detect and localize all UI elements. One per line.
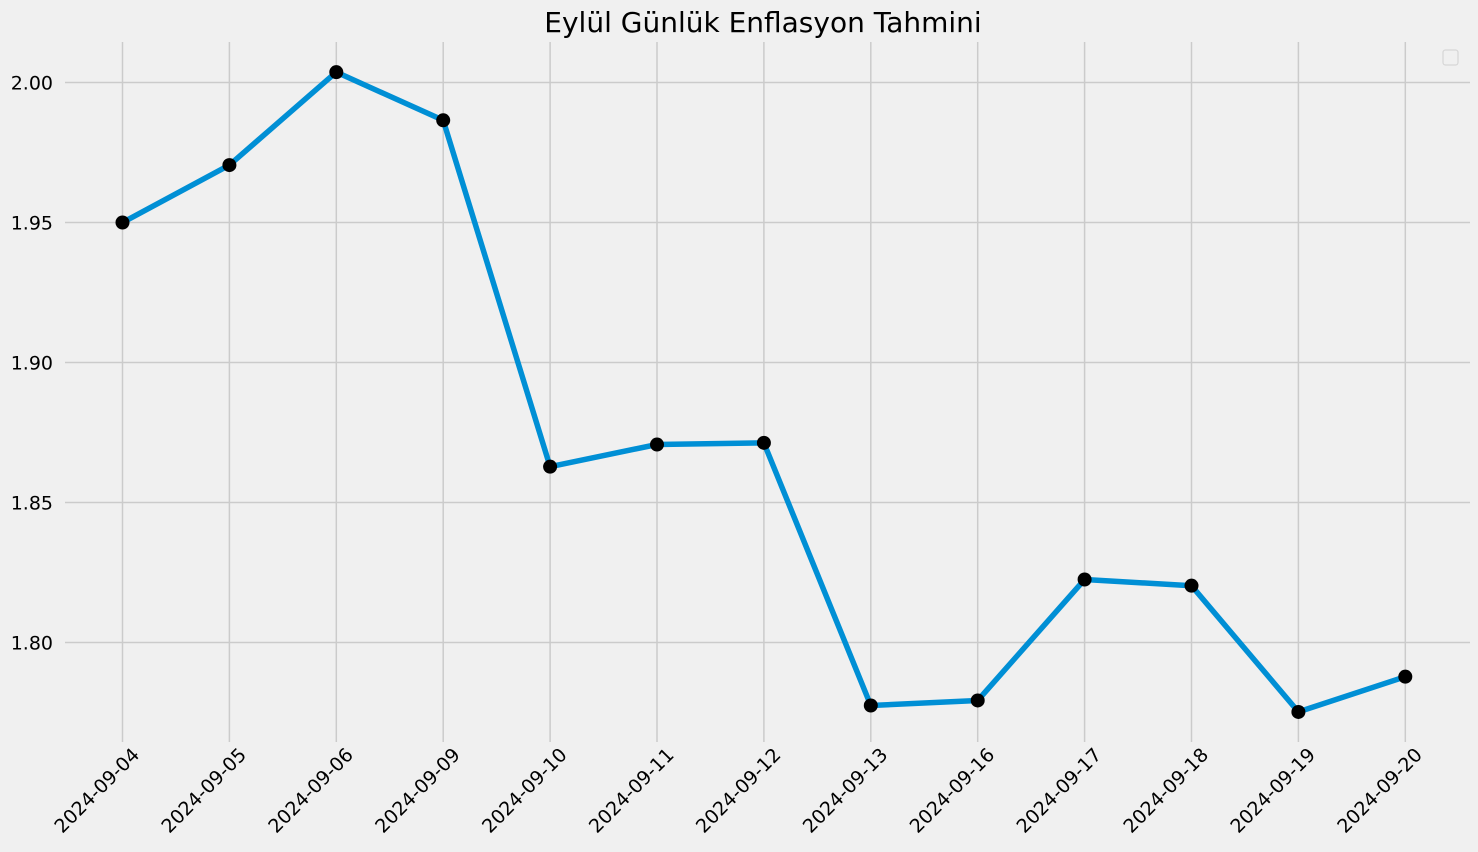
data-point-marker [1398, 669, 1413, 684]
y-tick-label: 1.90 [11, 353, 53, 375]
data-point-marker [756, 435, 771, 450]
y-tick-label: 1.85 [11, 493, 53, 515]
data-point-marker [543, 459, 558, 474]
data-point-marker [329, 65, 344, 80]
y-tick-label: 1.95 [11, 213, 53, 235]
y-tick-label: 2.00 [11, 73, 53, 95]
data-point-marker [863, 698, 878, 713]
markers-layer [115, 65, 1413, 719]
data-point-marker [436, 113, 451, 128]
y-tick-label: 1.80 [11, 633, 53, 655]
data-point-marker [970, 693, 985, 708]
data-point-marker [115, 215, 130, 230]
data-point-marker [1291, 704, 1306, 719]
data-point-marker [1184, 578, 1199, 593]
x-grid [121, 42, 1407, 742]
y-tick-labels: 1.80 1.85 1.90 1.95 2.00 [11, 73, 53, 655]
data-point-marker [1077, 572, 1092, 587]
chart-title: Eylül Günlük Enflasyon Tahmini [544, 6, 981, 39]
legend-box [1442, 49, 1459, 66]
data-point-marker [222, 158, 237, 173]
data-point-marker [650, 437, 664, 452]
y-grid [65, 81, 1470, 644]
